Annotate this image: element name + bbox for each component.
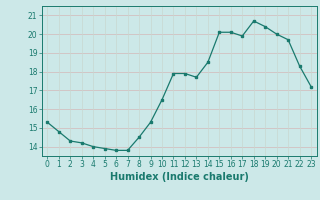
X-axis label: Humidex (Indice chaleur): Humidex (Indice chaleur) <box>110 172 249 182</box>
